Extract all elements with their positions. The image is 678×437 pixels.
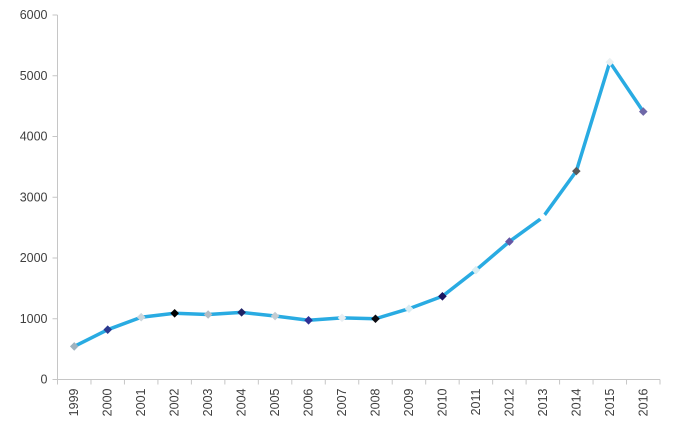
data-point-marker-2001 [136, 312, 146, 322]
data-point-marker-2005 [270, 311, 280, 321]
x-axis-label: 1999 [67, 388, 81, 416]
data-point-marker-2009 [404, 304, 414, 314]
data-point-marker-2011 [471, 265, 481, 275]
data-point-marker-1999 [69, 342, 79, 351]
data-point-marker-2000 [103, 325, 113, 334]
x-axis-label: 2010 [435, 388, 449, 416]
data-point-marker-2013 [538, 212, 548, 222]
data-point-marker-2016 [638, 107, 648, 116]
x-axis-label: 2007 [335, 388, 349, 416]
x-axis-label: 2008 [368, 388, 382, 416]
x-axis-label: 2000 [101, 388, 115, 416]
y-axis-label: 3000 [20, 190, 48, 204]
data-point-marker-2003 [203, 310, 213, 319]
data-line [72, 60, 646, 349]
data-point-marker-2014 [572, 166, 581, 176]
data-point-marker-2010 [438, 291, 447, 301]
x-axis-label: 2005 [268, 388, 282, 416]
y-axis-label: 1000 [20, 312, 48, 326]
x-axis-label: 2016 [636, 388, 650, 416]
x-axis-label: 2003 [201, 388, 215, 416]
x-axis-label: 2004 [235, 388, 249, 416]
y-axis-label: 0 [41, 373, 48, 387]
data-point-marker-2002 [170, 308, 179, 318]
x-axis-label: 2009 [402, 388, 416, 416]
x-axis-label: 2013 [536, 388, 550, 416]
data-point-marker-2006 [304, 315, 313, 325]
data-point-marker-2007 [337, 313, 347, 323]
data-point-marker-2004 [237, 308, 246, 317]
y-axis-label: 4000 [20, 130, 48, 144]
data-point-marker-2015 [605, 57, 615, 67]
x-axis-label: 2001 [134, 388, 148, 416]
y-axis-label: 5000 [20, 69, 48, 83]
x-axis-label: 2011 [469, 388, 483, 415]
x-axis-label: 2006 [302, 388, 316, 416]
x-axis-label: 2012 [502, 388, 516, 416]
y-axis-label: 6000 [20, 8, 48, 22]
x-axis-label: 2002 [168, 388, 182, 416]
data-point-marker-2008 [371, 314, 380, 324]
data-point-marker-2012 [505, 237, 514, 246]
y-axis-label: 2000 [20, 251, 48, 265]
x-axis-label: 2015 [603, 388, 617, 416]
x-axis-label: 2014 [569, 388, 583, 416]
